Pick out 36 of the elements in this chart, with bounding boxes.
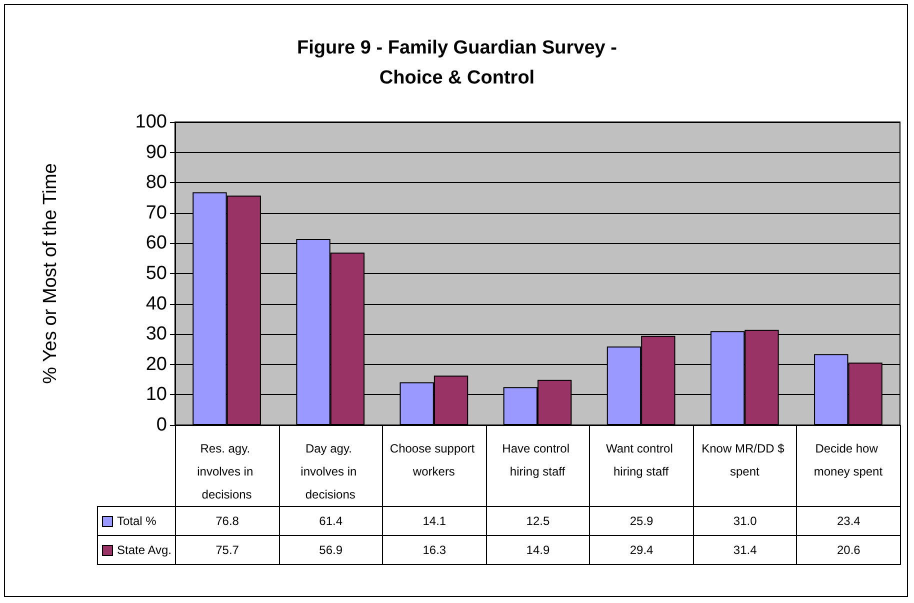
x-tick-label: Choose support workers bbox=[390, 442, 478, 478]
y-tick-label: 90 bbox=[146, 142, 167, 163]
x-tick-label: Know MR/DD $ spent bbox=[702, 442, 788, 478]
data-label: 75.7 bbox=[176, 536, 280, 564]
y-tick-label: 0 bbox=[156, 414, 167, 436]
y-axis-title: % Yes or Most of the Time bbox=[40, 163, 61, 384]
data-label: 12.5 bbox=[486, 506, 590, 536]
y-tick-label: 50 bbox=[146, 263, 167, 284]
data-label: 25.9 bbox=[590, 506, 694, 536]
x-tick-label: Decide how money spent bbox=[814, 442, 884, 478]
data-label: 31.4 bbox=[693, 536, 797, 564]
data-label: 14.9 bbox=[486, 536, 590, 564]
x-tick-label: Day agy. involves in decisions bbox=[300, 442, 360, 502]
data-label: 23.4 bbox=[796, 506, 900, 536]
chart-title: Figure 9 - Family Guardian Survey - Choice & Control bbox=[297, 38, 617, 88]
x-tick-label: Have control hiring staff bbox=[502, 442, 573, 478]
data-label: 20.6 bbox=[796, 536, 900, 564]
legend-label: Total % bbox=[117, 514, 156, 528]
y-tick-label: 70 bbox=[146, 202, 167, 224]
x-tick-label: Res. agy. involves in decisions bbox=[197, 442, 256, 502]
data-label: 29.4 bbox=[590, 536, 694, 564]
data-label: 14.1 bbox=[382, 506, 486, 536]
y-tick-label: 60 bbox=[146, 232, 167, 254]
y-tick-label: 30 bbox=[146, 324, 167, 345]
y-tick-label: 20 bbox=[146, 354, 167, 375]
y-tick-label: 10 bbox=[146, 384, 167, 406]
data-label: 61.4 bbox=[279, 506, 383, 536]
data-label: 76.8 bbox=[176, 506, 280, 536]
x-tick-label: Want control hiring staff bbox=[606, 442, 676, 478]
y-tick-label: 100 bbox=[135, 112, 167, 132]
y-tick-label: 80 bbox=[146, 172, 167, 194]
data-label: 31.0 bbox=[693, 506, 797, 536]
legend-label: State Avg. bbox=[117, 543, 172, 557]
data-label: 56.9 bbox=[279, 536, 383, 564]
y-tick-label: 40 bbox=[146, 293, 167, 314]
data-label: 16.3 bbox=[382, 536, 486, 564]
